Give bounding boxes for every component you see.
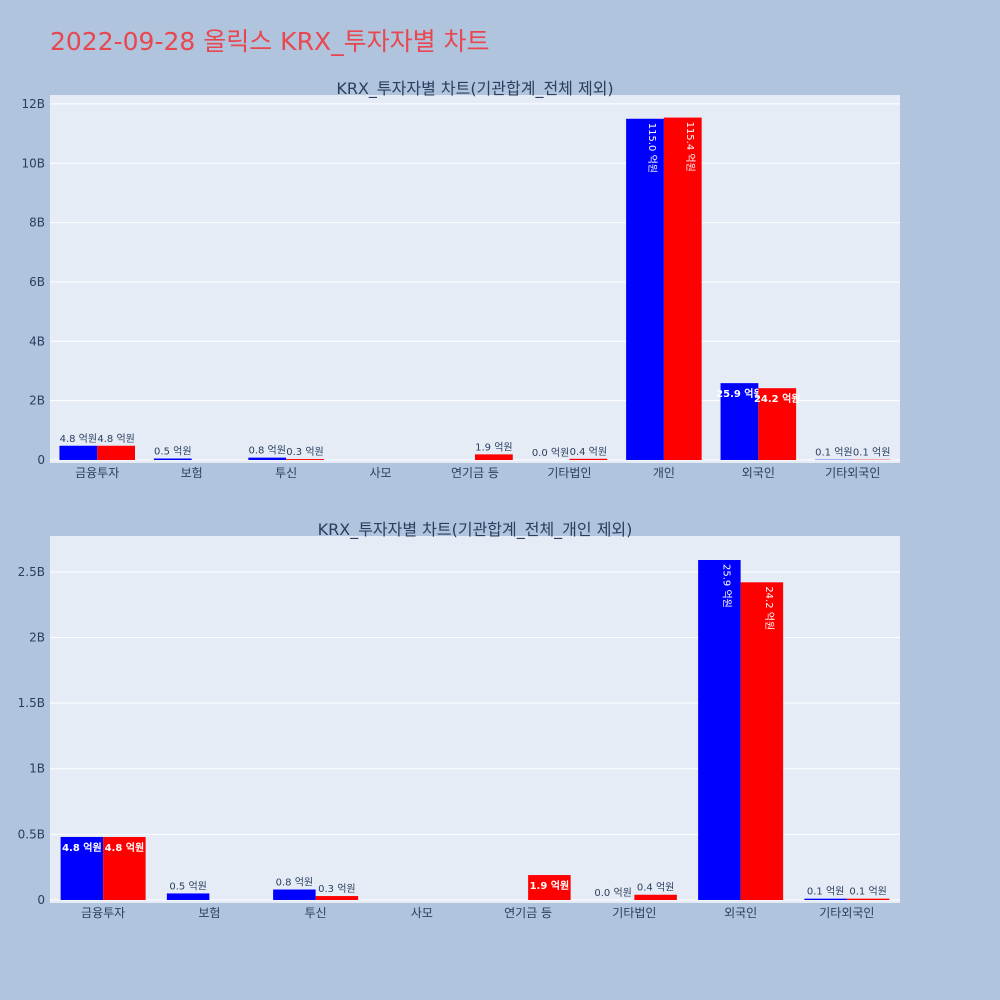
bar-value-label: 0.1 억원 [815, 447, 852, 459]
bar [634, 894, 677, 900]
y-tick-label: 0 [37, 453, 45, 467]
bar-value-label: 1.9 억원 [475, 441, 512, 453]
bar-value-label: 4.8 억원 [62, 841, 102, 854]
bar [846, 898, 890, 900]
bar-value-label: 4.8 억원 [105, 841, 145, 854]
bar [60, 836, 104, 900]
bar [273, 889, 316, 900]
bar-value-label: 0.5 억원 [169, 880, 206, 892]
x-tick-label: 개인 [653, 466, 675, 480]
bar [315, 896, 359, 900]
page-title: 2022-09-28 올릭스 KRX_투자자별 차트 [50, 27, 490, 56]
bar-value-label: 24.2 억원 [763, 586, 775, 630]
bar-value-label: 0.3 억원 [286, 446, 323, 458]
x-tick-label: 외국인 [724, 906, 757, 920]
bar-value-label: 1.9 억원 [530, 879, 570, 892]
bar-value-label: 4.8 억원 [60, 433, 97, 445]
y-tick-label: 4B [29, 334, 45, 348]
chart-2: 0 0.5B 1B 1.5B 2B 2.5B KRX_투자자별 차트(기관합계_전체_개인 … [18, 520, 900, 920]
bar-value-label: 0.1 억원 [807, 886, 844, 898]
bar [698, 560, 741, 900]
chart-title: KRX_투자자별 차트(기관합계_전체 제외) [336, 79, 613, 99]
bar-value-label: 4.8 억원 [97, 433, 134, 445]
y-tick-label: 12B [21, 97, 45, 111]
bar [475, 454, 513, 460]
x-tick-label: 투신 [305, 906, 327, 920]
x-tick-label: 금융투자 [81, 906, 125, 920]
bar-value-label: 0.5 억원 [154, 446, 191, 458]
x-tick-label: 외국인 [742, 466, 775, 480]
x-tick-label: 보험 [181, 466, 203, 480]
bar-value-label: 25.9 억원 [716, 387, 763, 400]
bar [720, 383, 759, 460]
bar-value-label: 0.4 억원 [570, 446, 607, 458]
bar [97, 445, 135, 460]
bar [740, 582, 784, 900]
bar-value-label: 0.8 억원 [276, 876, 313, 888]
y-tick-label: 10B [21, 156, 45, 170]
bar [804, 898, 847, 900]
bar-value-label: 115.4 억원 [684, 122, 696, 172]
x-tick-label: 보험 [198, 906, 220, 920]
bar-value-label: 0.8 억원 [248, 445, 285, 457]
bar [758, 388, 797, 460]
bar-value-label: 25.9 억원 [720, 564, 732, 608]
chart-title: KRX_투자자별 차트(기관합계_전체_개인 제외) [318, 520, 633, 540]
x-tick-label: 투신 [275, 466, 297, 480]
bar [248, 457, 287, 460]
bar [166, 893, 210, 900]
x-tick-label: 연기금 등 [504, 906, 552, 920]
chart-1: 0 2B 4B 6B 8B 10B 12B KRX_투자자별 차트(기관합계_전체 제외) 금융… [21, 79, 900, 480]
bar [153, 458, 192, 460]
bar [626, 118, 664, 460]
bar-value-label: 0.1 억원 [849, 886, 886, 898]
y-tick-label: 0 [37, 893, 45, 907]
bar [286, 459, 324, 460]
bar [569, 458, 608, 460]
x-tick-label: 연기금 등 [451, 466, 499, 480]
bar [59, 445, 98, 460]
x-tick-label: 기타외국인 [819, 906, 874, 920]
bar-value-label: 0.4 억원 [637, 882, 674, 894]
bar [528, 875, 571, 900]
bar-value-label: 115.0 억원 [646, 123, 658, 173]
bar-value-label: 0.0 억원 [532, 447, 569, 459]
y-tick-label: 0.5B [18, 827, 45, 841]
bar-value-label: 0.1 억원 [853, 447, 890, 459]
y-tick-label: 2B [29, 630, 45, 644]
x-tick-label: 금융투자 [75, 466, 119, 480]
y-tick-label: 1B [29, 762, 45, 776]
y-tick-label: 2B [29, 394, 45, 408]
bar-value-label: 0.0 억원 [594, 887, 631, 899]
y-tick-label: 8B [29, 216, 45, 230]
x-tick-label: 사모 [370, 466, 392, 480]
y-tick-label: 1.5B [18, 696, 45, 710]
x-tick-label: 사모 [411, 906, 433, 920]
y-tick-label: 2.5B [18, 565, 45, 579]
x-tick-label: 기타외국인 [825, 466, 880, 480]
bar [663, 117, 702, 460]
bar-value-label: 0.3 억원 [318, 883, 355, 895]
x-tick-label: 기타법인 [547, 466, 591, 480]
y-tick-label: 6B [29, 275, 45, 289]
bar-value-label: 24.2 억원 [754, 392, 801, 405]
bar [103, 836, 146, 900]
x-tick-label: 기타법인 [612, 906, 656, 920]
